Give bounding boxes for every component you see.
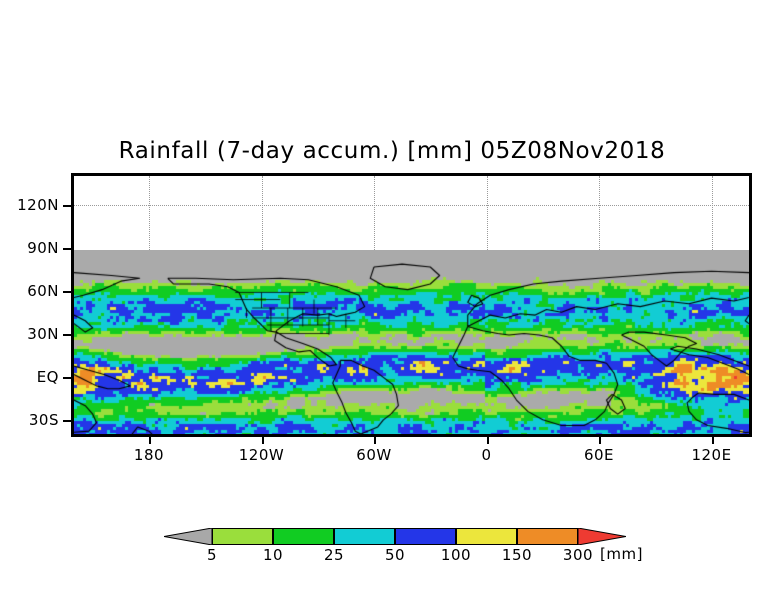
- x-axis-label: 180: [133, 446, 165, 464]
- y-axis-tick: [63, 376, 71, 379]
- colorbar-tick-label: 10: [262, 546, 284, 564]
- colorbar-tick-label: 25: [323, 546, 345, 564]
- no-data-band: [74, 176, 749, 250]
- gridline-vertical: [599, 176, 600, 250]
- gridline-vertical: [486, 176, 488, 250]
- colorbar-unit-label: [mm]: [600, 545, 643, 563]
- gridline-horizontal: [74, 204, 749, 206]
- y-axis-tick: [63, 419, 71, 422]
- x-axis-label: 60E: [583, 446, 615, 464]
- map-plot-inner: [74, 176, 749, 434]
- y-axis-label: 30S: [28, 410, 59, 429]
- colorbar-segment: [517, 528, 578, 545]
- y-axis-label: 30N: [27, 324, 59, 343]
- x-axis-tick: [374, 437, 376, 444]
- colorbar-segment: [395, 528, 456, 545]
- colorbar: [163, 527, 627, 546]
- colorbar-arrow-high: [577, 527, 627, 546]
- rainfall-raster: [74, 250, 749, 434]
- map-plot-area: [71, 173, 752, 437]
- colorbar-tick-label: 100: [440, 546, 472, 564]
- y-axis-tick: [63, 290, 71, 293]
- x-axis-label: 0: [481, 446, 492, 464]
- x-axis-label: 120E: [691, 446, 732, 464]
- y-axis-label: 120N: [17, 195, 59, 214]
- colorbar-tick-label: 5: [206, 546, 218, 564]
- y-axis-label: 90N: [27, 238, 59, 257]
- colorbar-segment: [334, 528, 395, 545]
- y-axis-label: 60N: [27, 281, 59, 300]
- colorbar-segment: [212, 528, 273, 545]
- x-axis-tick: [261, 437, 264, 444]
- colorbar-tick-label: 300: [562, 546, 594, 564]
- colorbar-segment: [456, 528, 517, 545]
- y-axis-tick: [63, 333, 71, 336]
- gridline-vertical: [374, 176, 375, 250]
- colorbar-tick-label: 50: [384, 546, 406, 564]
- chart-title: Rainfall (7-day accum.) [mm] 05Z08Nov201…: [118, 138, 666, 164]
- x-axis-tick: [599, 437, 601, 444]
- x-axis-tick: [711, 437, 714, 444]
- y-axis-tick: [63, 247, 71, 250]
- y-axis-label: EQ: [36, 367, 59, 386]
- y-axis-tick: [63, 204, 71, 207]
- gridline-vertical: [149, 176, 150, 250]
- x-axis-tick: [149, 437, 151, 444]
- gridline-vertical: [261, 176, 263, 250]
- x-axis-label: 120W: [238, 446, 285, 464]
- x-axis-tick: [486, 437, 489, 444]
- gridline-vertical: [711, 176, 713, 250]
- x-axis-label: 60W: [356, 446, 392, 464]
- colorbar-tick-label: 150: [501, 546, 533, 564]
- colorbar-segment: [273, 528, 334, 545]
- colorbar-arrow-low: [163, 527, 213, 546]
